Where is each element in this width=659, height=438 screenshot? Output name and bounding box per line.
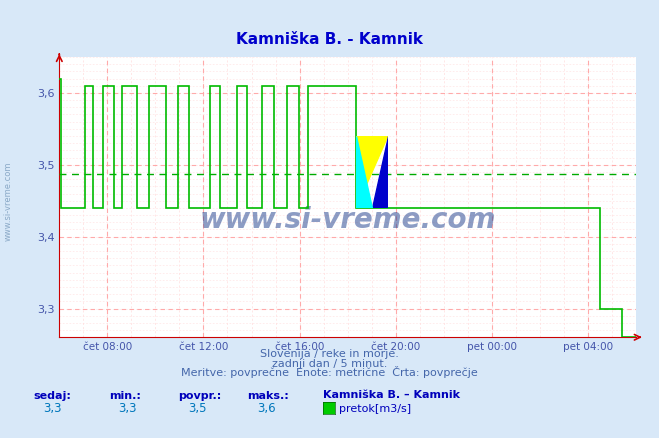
Text: pretok[m3/s]: pretok[m3/s] bbox=[339, 404, 411, 414]
Text: Meritve: povprečne  Enote: metrične  Črta: povprečje: Meritve: povprečne Enote: metrične Črta:… bbox=[181, 366, 478, 378]
Text: Kamniška B. – Kamnik: Kamniška B. – Kamnik bbox=[323, 390, 460, 400]
Text: povpr.:: povpr.: bbox=[178, 391, 221, 401]
Text: 3,3: 3,3 bbox=[119, 402, 137, 415]
Text: zadnji dan / 5 minut.: zadnji dan / 5 minut. bbox=[272, 359, 387, 369]
Text: sedaj:: sedaj: bbox=[33, 391, 71, 401]
Text: maks.:: maks.: bbox=[247, 391, 289, 401]
Text: 3,6: 3,6 bbox=[257, 402, 275, 415]
Text: Kamniška B. - Kamnik: Kamniška B. - Kamnik bbox=[236, 32, 423, 47]
Text: Slovenija / reke in morje.: Slovenija / reke in morje. bbox=[260, 349, 399, 359]
Text: 3,3: 3,3 bbox=[43, 402, 61, 415]
Text: min.:: min.: bbox=[109, 391, 140, 401]
Text: 3,5: 3,5 bbox=[188, 402, 206, 415]
Text: www.si-vreme.com: www.si-vreme.com bbox=[200, 205, 496, 233]
Text: www.si-vreme.com: www.si-vreme.com bbox=[4, 162, 13, 241]
